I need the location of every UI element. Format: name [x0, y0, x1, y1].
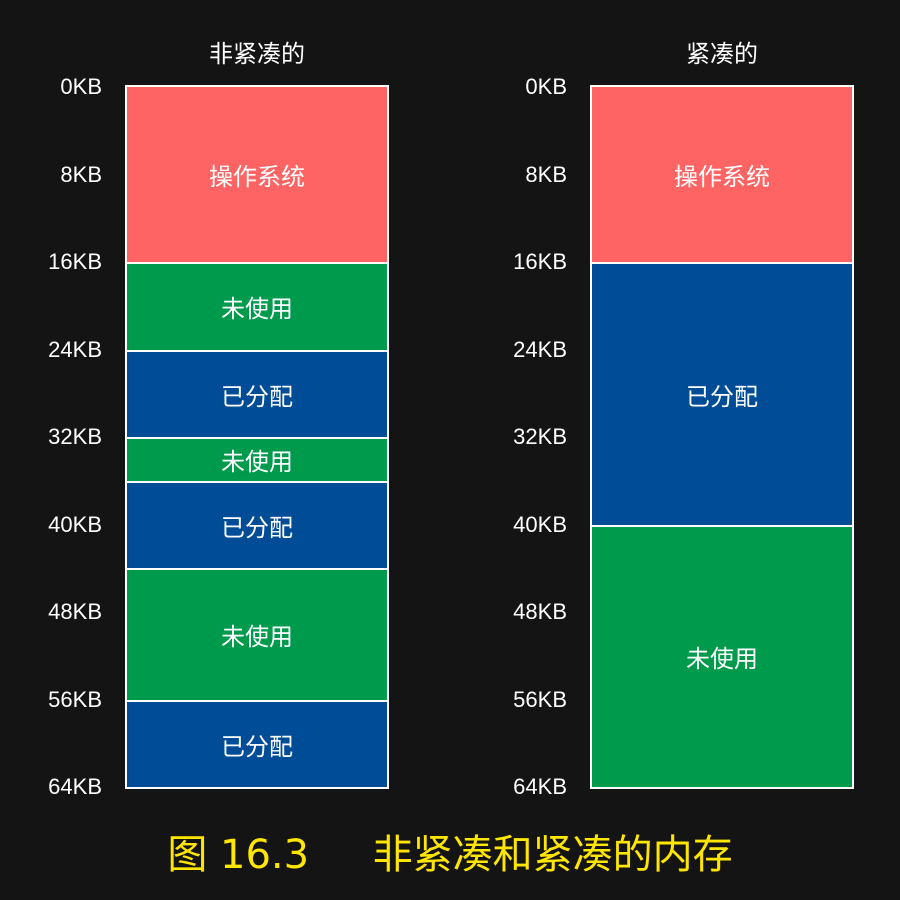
- figure-caption: 图 16.3 非紧凑和紧凑的内存: [0, 822, 900, 880]
- memory-segment-unused: 未使用: [127, 437, 387, 481]
- address-label: 32KB: [477, 424, 567, 450]
- memory-segment-unused: 未使用: [127, 568, 387, 699]
- memory-bar-non-compact: 操作系统未使用已分配未使用已分配未使用已分配: [125, 85, 389, 789]
- address-label: 40KB: [12, 512, 102, 538]
- address-label: 32KB: [12, 424, 102, 450]
- memory-bar-compact: 操作系统已分配未使用: [590, 85, 854, 789]
- address-label: 8KB: [477, 162, 567, 188]
- address-label: 16KB: [477, 249, 567, 275]
- address-label: 56KB: [477, 687, 567, 713]
- memory-segment-allocated: 已分配: [127, 350, 387, 438]
- memory-segment-allocated: 已分配: [127, 481, 387, 569]
- memory-segment-allocated: 已分配: [592, 262, 852, 525]
- address-label: 16KB: [12, 249, 102, 275]
- memory-segment-unused: 未使用: [592, 525, 852, 788]
- column-title-non-compact: 非紧凑的: [125, 34, 389, 69]
- address-label: 0KB: [12, 74, 102, 100]
- address-label: 24KB: [12, 337, 102, 363]
- address-label: 56KB: [12, 687, 102, 713]
- address-label: 0KB: [477, 74, 567, 100]
- memory-segment-unused: 未使用: [127, 262, 387, 350]
- address-label: 64KB: [12, 774, 102, 800]
- memory-segment-allocated: 已分配: [127, 700, 387, 788]
- column-title-compact: 紧凑的: [590, 34, 854, 69]
- memory-segment-os: 操作系统: [592, 87, 852, 262]
- address-label: 24KB: [477, 337, 567, 363]
- address-label: 40KB: [477, 512, 567, 538]
- address-label: 48KB: [12, 599, 102, 625]
- address-label: 64KB: [477, 774, 567, 800]
- address-label: 48KB: [477, 599, 567, 625]
- address-label: 8KB: [12, 162, 102, 188]
- memory-segment-os: 操作系统: [127, 87, 387, 262]
